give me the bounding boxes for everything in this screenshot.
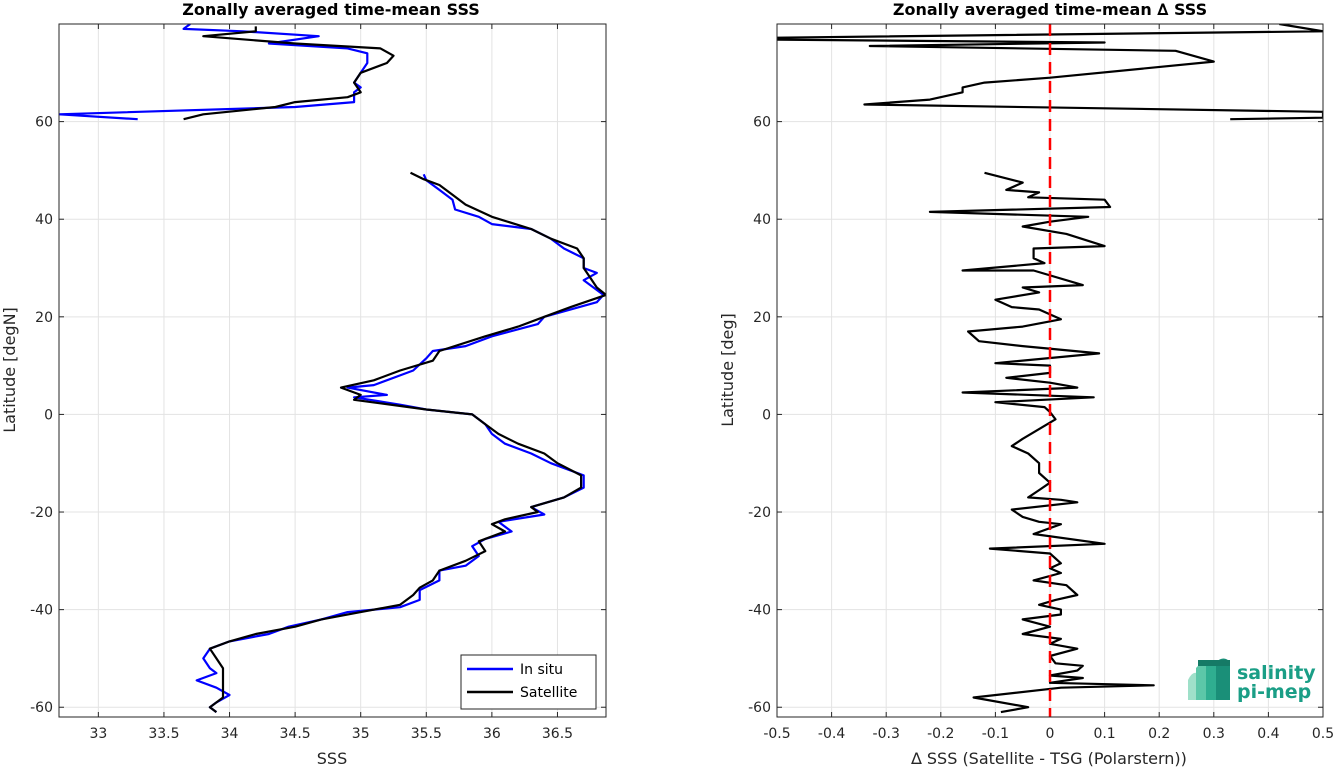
legend-entry-in-situ: In situ bbox=[520, 662, 563, 678]
plot-area bbox=[776, 23, 1324, 718]
sss-panel: Zonally averaged time-mean SSS 33 33.5 34 3… bbox=[0, 0, 607, 768]
x-tick-label: 0.3 bbox=[1203, 726, 1225, 742]
legend-entry-satellite: Satellite bbox=[520, 685, 577, 701]
series-line-delta-sss-segment-0 bbox=[777, 24, 1323, 121]
delta-sss-panel: Zonally averaged time-mean ∆ SSS -0.5 -0.… bbox=[718, 0, 1334, 768]
series-line-in-situ-segment-0 bbox=[59, 24, 369, 121]
y-tick-label: -60 bbox=[748, 700, 771, 716]
x-tick-label: 0.1 bbox=[1093, 726, 1115, 742]
y-tick-label: -20 bbox=[748, 505, 771, 521]
salinity-pi-mep-logo: salinity pi-mep bbox=[1188, 658, 1316, 703]
y-tick-label: -60 bbox=[30, 700, 53, 716]
x-tick-label: 0.4 bbox=[1257, 726, 1279, 742]
x-tick-label: 34.5 bbox=[280, 726, 311, 742]
y-tick-label: -40 bbox=[30, 603, 53, 619]
x-tick-label: 34 bbox=[221, 726, 239, 742]
x-tick-label: 35 bbox=[352, 726, 370, 742]
chart-title: Zonally averaged time-mean SSS bbox=[182, 0, 480, 19]
x-tick-label: 0.2 bbox=[1148, 726, 1170, 742]
x-tick-label: 33.5 bbox=[148, 726, 179, 742]
legend: In situ Satellite bbox=[460, 654, 597, 710]
y-tick-label: 40 bbox=[35, 212, 53, 228]
x-tick-label: -0.2 bbox=[927, 726, 954, 742]
y-tick-label: 60 bbox=[753, 115, 771, 131]
x-tick-label: -0.4 bbox=[818, 726, 845, 742]
logo-text-pi-mep: pi-mep bbox=[1237, 681, 1311, 703]
chart-title: Zonally averaged time-mean ∆ SSS bbox=[893, 0, 1207, 19]
x-tick-label: -0.5 bbox=[763, 726, 790, 742]
x-axis-label: ∆ SSS (Satellite - TSG (Polarstern)) bbox=[910, 749, 1187, 768]
y-axis-label: Latitude [deg] bbox=[718, 313, 737, 427]
data-series bbox=[777, 24, 1323, 714]
y-tick-label: 0 bbox=[44, 407, 53, 423]
y-axis-label: Latitude [degN] bbox=[0, 307, 19, 433]
grid bbox=[59, 24, 606, 717]
x-tick-label: 35.5 bbox=[411, 726, 442, 742]
series-line-delta-sss-segment-1 bbox=[928, 171, 1155, 714]
wave-logo-icon bbox=[1188, 658, 1230, 700]
tick-labels: 33 33.5 34 34.5 35 35.5 36 36.5 -60 -40 -20 0 20 40 60 bbox=[30, 24, 606, 742]
tick-labels: -0.5 -0.4 -0.3 -0.2 -0.1 0 0.1 0.2 0.3 0.4 0.5 -60 -… bbox=[748, 24, 1334, 742]
legend-box bbox=[460, 654, 597, 710]
y-tick-label: 20 bbox=[753, 310, 771, 326]
y-tick-label: 40 bbox=[753, 212, 771, 228]
logo-text-salinity: salinity bbox=[1237, 662, 1316, 684]
data-series bbox=[59, 24, 606, 713]
x-tick-label: -0.1 bbox=[982, 726, 1009, 742]
series-line-in-situ-segment-1 bbox=[195, 173, 605, 713]
x-tick-label: 33 bbox=[89, 726, 107, 742]
series-line-satellite-segment-0 bbox=[183, 26, 395, 121]
x-tick-label: 36.5 bbox=[542, 726, 573, 742]
y-tick-label: -40 bbox=[748, 603, 771, 619]
x-tick-label: -0.3 bbox=[873, 726, 900, 742]
series-line-satellite-segment-1 bbox=[208, 171, 606, 713]
y-tick-label: 60 bbox=[35, 115, 53, 131]
x-tick-label: 36 bbox=[483, 726, 501, 742]
x-tick-label: 0.5 bbox=[1312, 726, 1334, 742]
x-tick-label: 0 bbox=[1046, 726, 1055, 742]
y-tick-label: 20 bbox=[35, 310, 53, 326]
grid bbox=[776, 24, 1324, 717]
x-axis-label: SSS bbox=[317, 749, 347, 768]
plot-area bbox=[58, 23, 607, 718]
y-tick-label: 0 bbox=[762, 407, 771, 423]
y-tick-label: -20 bbox=[30, 505, 53, 521]
